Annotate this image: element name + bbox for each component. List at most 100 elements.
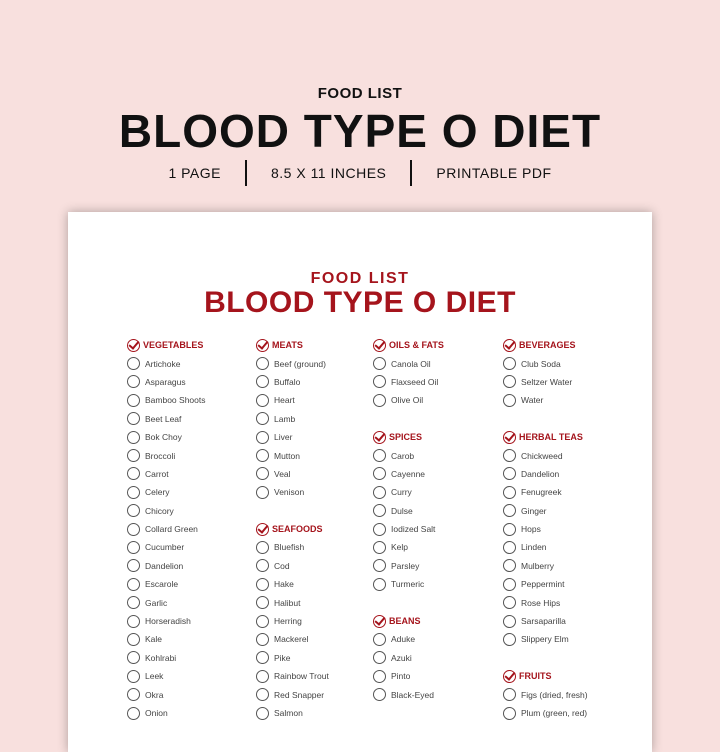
checkbox-circle-icon[interactable]	[373, 651, 386, 665]
checkbox-circle-icon[interactable]	[127, 393, 140, 407]
food-item: Artichoke	[127, 354, 257, 372]
checkbox-circle-icon[interactable]	[127, 485, 140, 499]
checkbox-circle-icon[interactable]	[503, 688, 516, 702]
checkbox-circle-icon[interactable]	[256, 393, 269, 407]
checkbox-circle-icon[interactable]	[503, 540, 516, 554]
meta-pages: 1 PAGE	[168, 165, 221, 181]
food-item: Celery	[127, 483, 257, 501]
checkbox-circle-icon[interactable]	[256, 467, 269, 481]
checkbox-circle-icon[interactable]	[127, 504, 140, 518]
checkbox-circle-icon[interactable]	[256, 596, 269, 610]
checkbox-circle-icon[interactable]	[373, 540, 386, 554]
checkbox-circle-icon[interactable]	[127, 449, 140, 463]
checkbox-circle-icon[interactable]	[127, 412, 140, 426]
food-item: Azuki	[373, 649, 503, 667]
checkbox-circle-icon[interactable]	[127, 467, 140, 481]
checkbox-circle-icon[interactable]	[256, 706, 269, 720]
food-item-label: Bamboo Shoots	[145, 395, 206, 406]
checkbox-circle-icon[interactable]	[373, 449, 386, 463]
food-item: Mulberry	[503, 557, 633, 575]
checkbox-circle-icon[interactable]	[256, 577, 269, 591]
spacer	[373, 593, 503, 611]
checkbox-circle-icon[interactable]	[127, 651, 140, 665]
checkbox-circle-icon[interactable]	[503, 577, 516, 591]
food-item: Pike	[256, 649, 386, 667]
checkbox-circle-icon[interactable]	[256, 559, 269, 573]
checkbox-circle-icon[interactable]	[256, 357, 269, 371]
food-item: Escarole	[127, 575, 257, 593]
checkbox-circle-icon[interactable]	[256, 412, 269, 426]
checkbox-circle-icon[interactable]	[373, 504, 386, 518]
checkbox-circle-icon[interactable]	[127, 357, 140, 371]
checkbox-circle-icon[interactable]	[256, 669, 269, 683]
checkbox-circle-icon[interactable]	[256, 375, 269, 389]
checkbox-circle-icon[interactable]	[503, 504, 516, 518]
checkbox-circle-icon[interactable]	[127, 522, 140, 536]
food-item-label: Turmeric	[391, 579, 425, 590]
checkbox-circle-icon[interactable]	[127, 375, 140, 389]
checkbox-circle-icon[interactable]	[373, 467, 386, 481]
food-item: Beef (ground)	[256, 354, 386, 372]
checkbox-circle-icon[interactable]	[373, 375, 386, 389]
checkbox-circle-icon[interactable]	[127, 688, 140, 702]
food-item-label: Celery	[145, 487, 170, 498]
checkbox-circle-icon[interactable]	[373, 632, 386, 646]
food-item-label: Bluefish	[274, 542, 305, 553]
checkbox-circle-icon[interactable]	[256, 485, 269, 499]
food-item-label: Collard Green	[145, 524, 198, 535]
checkbox-circle-icon[interactable]	[256, 540, 269, 554]
checkbox-circle-icon[interactable]	[503, 393, 516, 407]
checkbox-circle-icon[interactable]	[256, 614, 269, 628]
checkbox-circle-icon[interactable]	[503, 522, 516, 536]
checkbox-circle-icon[interactable]	[373, 577, 386, 591]
checkbox-circle-icon[interactable]	[503, 614, 516, 628]
food-item-label: Chickweed	[521, 450, 563, 461]
checkbox-circle-icon[interactable]	[256, 651, 269, 665]
food-item-label: Mulberry	[521, 560, 555, 571]
food-item: Bamboo Shoots	[127, 391, 257, 409]
checkbox-circle-icon[interactable]	[256, 688, 269, 702]
checkbox-circle-icon[interactable]	[127, 577, 140, 591]
spacer	[503, 410, 633, 428]
checkbox-circle-icon[interactable]	[503, 559, 516, 573]
checkbox-circle-icon[interactable]	[373, 669, 386, 683]
checkbox-circle-icon[interactable]	[503, 632, 516, 646]
checkbox-circle-icon[interactable]	[256, 632, 269, 646]
checkbox-circle-icon[interactable]	[503, 706, 516, 720]
checkbox-circle-icon[interactable]	[127, 632, 140, 646]
food-item: Turmeric	[373, 575, 503, 593]
checkbox-circle-icon[interactable]	[503, 467, 516, 481]
section-title: BEANS	[389, 616, 421, 627]
food-item-label: Sarsaparilla	[521, 616, 566, 627]
food-item: Chickweed	[503, 446, 633, 464]
food-item-label: Herring	[274, 616, 302, 627]
section-title: HERBAL TEAS	[519, 432, 583, 443]
checkbox-circle-icon[interactable]	[256, 449, 269, 463]
food-item-label: Olive Oil	[391, 395, 424, 406]
spacer	[503, 649, 633, 667]
checkbox-circle-icon[interactable]	[373, 393, 386, 407]
checkbox-circle-icon[interactable]	[127, 669, 140, 683]
food-item: Canola Oil	[373, 354, 503, 372]
checkbox-circle-icon[interactable]	[373, 559, 386, 573]
food-item: Mutton	[256, 446, 386, 464]
checkbox-circle-icon[interactable]	[373, 485, 386, 499]
checkbox-circle-icon[interactable]	[127, 430, 140, 444]
spacer	[256, 502, 386, 520]
checkbox-circle-icon[interactable]	[503, 596, 516, 610]
food-item-label: Pinto	[391, 671, 411, 682]
checkbox-circle-icon[interactable]	[373, 522, 386, 536]
checkbox-circle-icon[interactable]	[503, 357, 516, 371]
checkbox-circle-icon[interactable]	[503, 375, 516, 389]
checkbox-circle-icon[interactable]	[503, 449, 516, 463]
checkbox-circle-icon[interactable]	[127, 596, 140, 610]
checkbox-circle-icon[interactable]	[373, 688, 386, 702]
checkbox-circle-icon[interactable]	[127, 706, 140, 720]
divider	[244, 160, 247, 186]
checkbox-circle-icon[interactable]	[127, 559, 140, 573]
checkbox-circle-icon[interactable]	[127, 614, 140, 628]
checkbox-circle-icon[interactable]	[127, 540, 140, 554]
checkbox-circle-icon[interactable]	[503, 485, 516, 499]
checkbox-circle-icon[interactable]	[256, 430, 269, 444]
checkbox-circle-icon[interactable]	[373, 357, 386, 371]
